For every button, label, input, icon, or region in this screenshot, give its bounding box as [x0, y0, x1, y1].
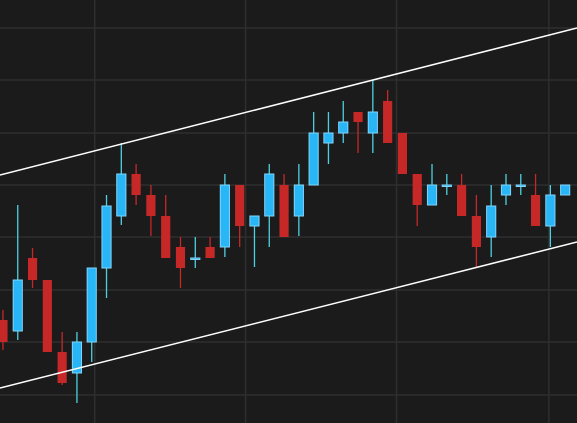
- candle-body: [471, 216, 481, 247]
- candle-body: [530, 195, 541, 226]
- candle-body: [457, 185, 467, 216]
- candle-body: [57, 352, 67, 383]
- candle-body: [383, 101, 393, 143]
- candle-body: [264, 173, 275, 217]
- candle-body: [101, 205, 112, 269]
- candle-body: [0, 320, 8, 342]
- candle-body: [426, 184, 438, 206]
- candle-body: [86, 267, 97, 343]
- candle-body: [323, 132, 334, 144]
- candle-body: [235, 185, 245, 226]
- candle-body: [161, 216, 171, 258]
- candle-body: [412, 174, 422, 205]
- candle-body: [367, 111, 378, 134]
- candle-body: [116, 173, 127, 217]
- candle-body: [441, 184, 452, 187]
- trend-line: [0, 27, 577, 176]
- candle-body: [279, 185, 289, 237]
- candle-body: [146, 195, 156, 216]
- trend-line: [0, 241, 577, 389]
- candle-body: [293, 184, 304, 217]
- candle-body: [42, 280, 52, 352]
- candle-body: [205, 247, 215, 258]
- candle-body: [12, 279, 23, 332]
- candle-body: [71, 341, 83, 374]
- candle-body: [308, 132, 319, 186]
- candle-body: [545, 194, 556, 227]
- candle-body: [500, 184, 512, 196]
- candle-body: [249, 215, 260, 227]
- candle-body: [515, 184, 526, 187]
- candle-body: [486, 205, 497, 238]
- candle-body: [353, 112, 363, 122]
- candle-body: [175, 247, 186, 268]
- candle-body: [560, 184, 571, 196]
- candle-body: [27, 258, 38, 280]
- candle-body: [190, 257, 201, 260]
- candle-body: [131, 174, 141, 195]
- candle-body: [397, 133, 408, 174]
- candle-body: [219, 184, 230, 248]
- candle-body: [338, 121, 349, 134]
